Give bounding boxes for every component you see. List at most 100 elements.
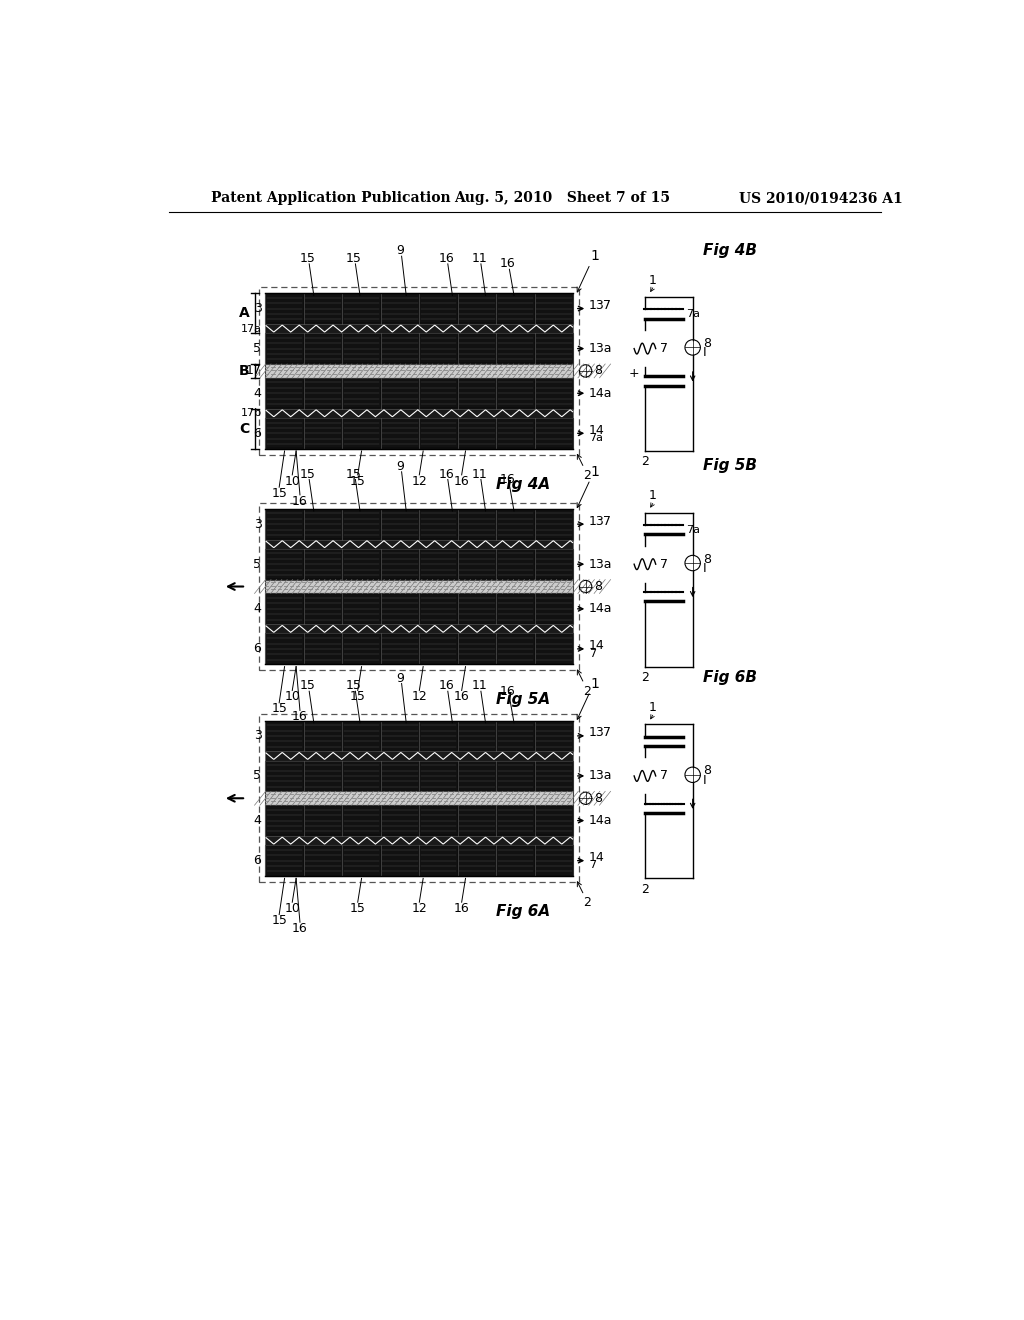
Text: 2: 2: [584, 896, 591, 909]
Bar: [536, 420, 572, 447]
Bar: [343, 722, 380, 750]
Bar: [266, 379, 303, 407]
Text: 7a: 7a: [686, 524, 699, 535]
Text: 13: 13: [589, 298, 604, 312]
Text: 16: 16: [500, 685, 516, 698]
Bar: [265, 378, 573, 409]
Text: 8: 8: [594, 579, 602, 593]
Bar: [382, 595, 419, 623]
Text: 15: 15: [300, 252, 315, 265]
Text: 14a: 14a: [589, 387, 612, 400]
Bar: [420, 722, 457, 750]
Text: 10: 10: [285, 474, 300, 487]
Bar: [459, 550, 496, 578]
Bar: [420, 420, 457, 447]
Bar: [343, 511, 380, 539]
Bar: [536, 511, 572, 539]
Text: 8: 8: [702, 764, 711, 777]
Bar: [420, 807, 457, 834]
Bar: [266, 635, 303, 663]
Text: 17b: 17b: [241, 408, 261, 418]
Bar: [459, 722, 496, 750]
Text: 15: 15: [300, 680, 315, 693]
Bar: [459, 379, 496, 407]
Text: C: C: [240, 421, 250, 436]
Text: 8: 8: [594, 364, 602, 378]
Text: 7: 7: [660, 557, 669, 570]
Text: 15: 15: [271, 487, 287, 500]
Bar: [266, 595, 303, 623]
Text: 15: 15: [350, 902, 366, 915]
Text: 12: 12: [412, 474, 427, 487]
Text: 8: 8: [594, 792, 602, 805]
Text: 2: 2: [641, 455, 649, 469]
Bar: [265, 845, 573, 876]
Bar: [259, 714, 580, 882]
Text: 2: 2: [641, 883, 649, 896]
Bar: [497, 511, 535, 539]
Bar: [304, 511, 342, 539]
Text: Fig 4B: Fig 4B: [702, 243, 757, 257]
Text: B: B: [240, 364, 250, 378]
Bar: [536, 379, 572, 407]
Text: 14a: 14a: [589, 602, 612, 615]
Text: 10: 10: [285, 902, 300, 915]
Bar: [265, 540, 573, 549]
Bar: [382, 807, 419, 834]
Text: 16: 16: [292, 495, 308, 508]
Bar: [382, 511, 419, 539]
Text: 1: 1: [591, 677, 599, 690]
Text: 12: 12: [412, 902, 427, 915]
Bar: [343, 847, 380, 875]
Bar: [536, 335, 572, 363]
Bar: [343, 379, 380, 407]
Text: 5: 5: [254, 770, 261, 783]
Bar: [497, 722, 535, 750]
Bar: [497, 762, 535, 789]
Bar: [497, 335, 535, 363]
Text: 11: 11: [471, 252, 487, 265]
Bar: [304, 847, 342, 875]
Text: 15: 15: [271, 702, 287, 715]
Text: 17: 17: [246, 364, 261, 378]
Bar: [382, 335, 419, 363]
Bar: [304, 722, 342, 750]
Text: 6: 6: [254, 643, 261, 656]
Bar: [265, 805, 573, 836]
Text: 8: 8: [702, 337, 711, 350]
Text: 17a: 17a: [241, 323, 261, 334]
Bar: [259, 286, 580, 455]
Text: 1: 1: [591, 249, 599, 263]
Bar: [382, 722, 419, 750]
Text: 16: 16: [454, 902, 470, 915]
Bar: [459, 420, 496, 447]
Bar: [497, 595, 535, 623]
Bar: [266, 722, 303, 750]
Text: Fig 6B: Fig 6B: [702, 671, 757, 685]
Bar: [266, 420, 303, 447]
Bar: [382, 379, 419, 407]
Bar: [259, 503, 580, 671]
Text: 1: 1: [648, 273, 656, 286]
Bar: [382, 420, 419, 447]
Text: 2: 2: [641, 671, 649, 684]
Text: 13: 13: [589, 515, 604, 528]
Text: 14: 14: [589, 851, 604, 865]
Bar: [266, 762, 303, 789]
Text: 13a: 13a: [589, 770, 612, 783]
Bar: [459, 294, 496, 322]
Bar: [265, 594, 573, 624]
Text: US 2010/0194236 A1: US 2010/0194236 A1: [739, 191, 902, 206]
Bar: [536, 847, 572, 875]
Text: 15: 15: [346, 680, 361, 693]
Text: 16: 16: [438, 467, 454, 480]
Bar: [265, 792, 573, 805]
Bar: [382, 294, 419, 322]
Bar: [420, 335, 457, 363]
Bar: [265, 409, 573, 418]
Text: 7: 7: [602, 298, 610, 312]
Bar: [497, 379, 535, 407]
Bar: [536, 294, 572, 322]
Text: 3: 3: [254, 302, 261, 315]
Text: 7: 7: [660, 770, 669, 783]
